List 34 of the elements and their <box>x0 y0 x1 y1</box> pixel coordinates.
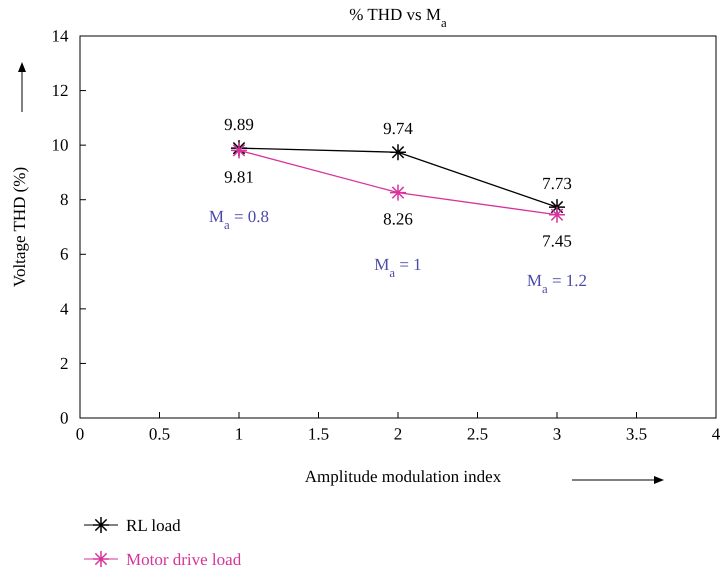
x-axis-title: Amplitude modulation index <box>304 467 502 486</box>
y-tick-label: 2 <box>60 354 68 373</box>
y-tick-label: 14 <box>52 26 69 46</box>
x-tick-label: 0 <box>76 424 84 444</box>
x-tick-label: 3 <box>552 424 562 444</box>
x-tick-label: 4 <box>712 424 721 444</box>
y-tick-label: 0 <box>60 408 68 428</box>
data-label: 7.45 <box>542 232 572 251</box>
x-tick-label: 2 <box>394 424 402 444</box>
data-label: 8.26 <box>383 210 413 229</box>
legend-label: Motor drive load <box>126 550 242 569</box>
x-tick-label: 1.5 <box>308 424 330 444</box>
y-axis-title: Voltage THD (%) <box>10 166 29 288</box>
legend-label: RL load <box>126 516 182 535</box>
y-tick-label: 4 <box>60 299 69 318</box>
x-tick-label: 3.5 <box>626 424 648 444</box>
y-tick-label: 12 <box>52 81 68 100</box>
x-tick-label: 2.5 <box>466 424 488 444</box>
annotation: M$_{a}$ = 1 <box>374 255 422 280</box>
data-label: 7.73 <box>542 174 572 194</box>
point <box>389 184 407 202</box>
annotation: M$_{a}$ = 0.8 <box>208 207 270 232</box>
x-tick-label: 1 <box>234 424 244 444</box>
point <box>389 143 407 161</box>
annotation: M$_{a}$ = 1.2 <box>526 271 588 296</box>
y-tick-label: 6 <box>60 244 68 264</box>
y-tick-label: 10 <box>52 136 68 155</box>
data-label: 9.81 <box>224 167 254 186</box>
data-label: 9.74 <box>383 119 414 138</box>
point <box>548 206 566 224</box>
y-tick-label: 8 <box>60 190 68 210</box>
x-tick-label: 0.5 <box>148 424 170 444</box>
data-label: 9.89 <box>224 115 254 134</box>
chart-title: % THD vs M$_{a}$ <box>349 5 448 30</box>
